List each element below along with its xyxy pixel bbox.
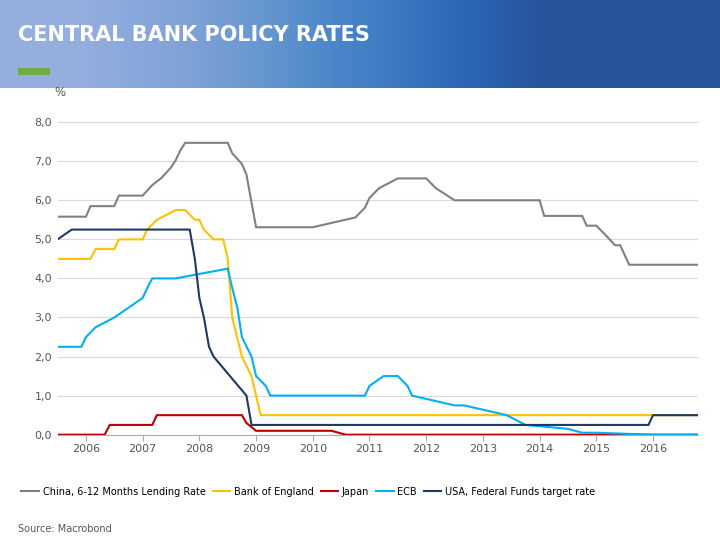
Text: %: % — [55, 86, 66, 99]
Text: Source: Macrobond: Source: Macrobond — [18, 524, 112, 534]
Legend: China, 6-12 Months Lending Rate, Bank of England, Japan, ECB, USA, Federal Funds: China, 6-12 Months Lending Rate, Bank of… — [17, 483, 599, 501]
Bar — [0, 88, 720, 92]
Bar — [18, 68, 50, 75]
Text: CENTRAL BANK POLICY RATES: CENTRAL BANK POLICY RATES — [18, 25, 370, 45]
